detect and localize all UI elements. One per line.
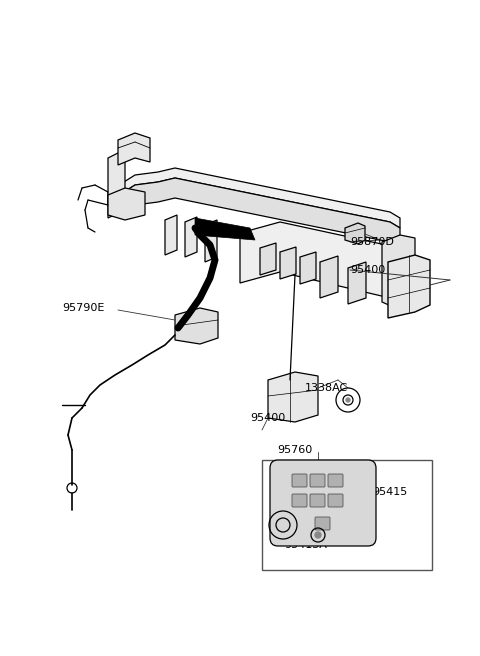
Text: 95760: 95760 xyxy=(277,445,312,455)
FancyBboxPatch shape xyxy=(292,474,307,487)
Circle shape xyxy=(315,532,321,538)
FancyBboxPatch shape xyxy=(328,474,343,487)
FancyBboxPatch shape xyxy=(270,460,376,546)
Polygon shape xyxy=(108,178,400,248)
Text: 95400: 95400 xyxy=(350,265,385,275)
Polygon shape xyxy=(108,188,145,220)
Polygon shape xyxy=(118,133,150,165)
Polygon shape xyxy=(345,223,365,244)
Text: 95415: 95415 xyxy=(372,487,407,497)
Polygon shape xyxy=(195,218,255,240)
Polygon shape xyxy=(382,235,415,310)
Text: 95413A: 95413A xyxy=(285,540,327,550)
FancyBboxPatch shape xyxy=(310,494,325,507)
FancyBboxPatch shape xyxy=(315,517,330,530)
Bar xyxy=(262,460,432,570)
Text: 1338AC: 1338AC xyxy=(305,383,348,393)
Polygon shape xyxy=(185,217,197,257)
Polygon shape xyxy=(280,247,296,279)
Polygon shape xyxy=(165,215,177,255)
Polygon shape xyxy=(108,153,125,210)
Polygon shape xyxy=(320,256,338,298)
Circle shape xyxy=(346,398,350,402)
Polygon shape xyxy=(348,262,366,304)
Polygon shape xyxy=(240,222,400,302)
Text: 95400: 95400 xyxy=(250,413,285,423)
FancyBboxPatch shape xyxy=(310,474,325,487)
Polygon shape xyxy=(388,255,430,318)
FancyBboxPatch shape xyxy=(328,494,343,507)
Polygon shape xyxy=(175,308,218,344)
Polygon shape xyxy=(108,168,400,228)
Text: 95870D: 95870D xyxy=(350,237,394,247)
Polygon shape xyxy=(260,243,276,275)
Text: 95790E: 95790E xyxy=(62,303,104,313)
Polygon shape xyxy=(300,252,316,284)
Polygon shape xyxy=(205,220,217,262)
FancyBboxPatch shape xyxy=(292,494,307,507)
Polygon shape xyxy=(268,372,318,422)
